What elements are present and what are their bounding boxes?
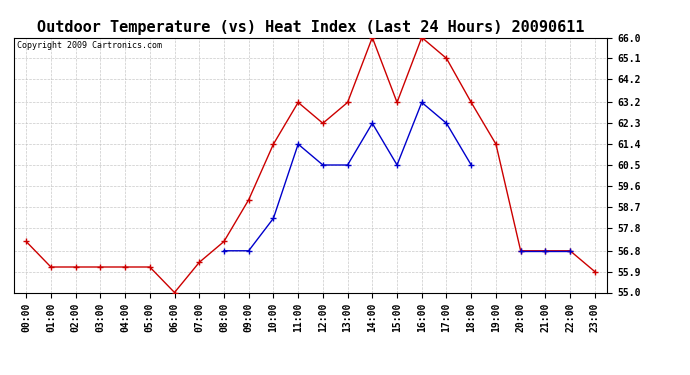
- Text: Copyright 2009 Cartronics.com: Copyright 2009 Cartronics.com: [17, 41, 161, 50]
- Title: Outdoor Temperature (vs) Heat Index (Last 24 Hours) 20090611: Outdoor Temperature (vs) Heat Index (Las…: [37, 20, 584, 35]
